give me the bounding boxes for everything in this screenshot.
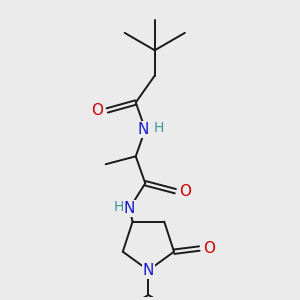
Text: O: O — [203, 241, 215, 256]
Text: O: O — [92, 103, 104, 118]
Text: N: N — [124, 201, 135, 216]
Text: O: O — [179, 184, 191, 199]
Text: H: H — [113, 200, 124, 214]
Text: N: N — [138, 122, 149, 137]
Text: H: H — [153, 121, 164, 134]
Text: N: N — [143, 263, 154, 278]
